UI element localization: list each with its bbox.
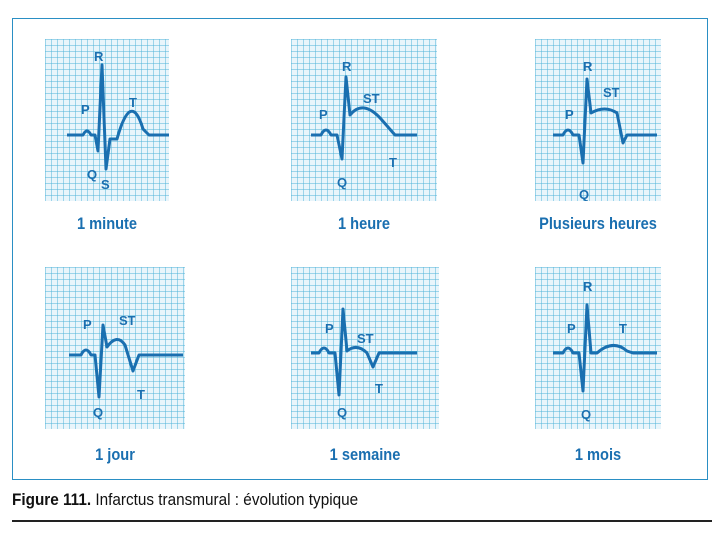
figure-number: Figure 111. [12,490,92,509]
wave-label-st: ST [119,313,136,328]
ecg-trace-plusieurs-heures: R P ST Q [535,39,661,201]
wave-label-s: S [101,177,110,192]
ecg-trace-1-heure: R P ST Q T [291,39,437,201]
wave-label-p: P [567,321,576,336]
wave-label-r: R [583,59,593,74]
figure-caption: Figure 111. Infarctus transmural : évolu… [12,490,358,510]
wave-label-q: Q [581,407,591,422]
figure-title: Infarctus transmural : évolution typique [95,490,359,509]
wave-label-p: P [325,321,334,336]
wave-label-r: R [342,59,352,74]
wave-label-p: P [83,317,92,332]
wave-label-q: Q [337,405,347,420]
ecg-trace-1-mois: R P T Q [535,267,661,429]
wave-label-q: Q [87,167,97,182]
panel-caption: 1 semaine [329,445,401,464]
wave-label-t: T [129,95,137,110]
ecg-trace-1-semaine: P ST Q T [291,267,439,429]
ecg-trace-1-jour: P ST Q T [45,267,185,429]
panel-caption: 1 heure [337,214,391,233]
wave-label-q: Q [337,175,347,190]
panel-caption: 1 jour [95,445,135,464]
wave-label-p: P [81,102,90,117]
panel-caption: Plusieurs heures [539,214,657,233]
caption-rule [12,520,712,522]
wave-label-p: P [565,107,574,122]
wave-label-t: T [619,321,627,336]
wave-label-st: ST [603,85,620,100]
wave-label-t: T [389,155,397,170]
wave-label-t: T [375,381,383,396]
wave-label-p: P [319,107,328,122]
wave-label-r: R [94,49,104,64]
wave-label-st: ST [357,331,374,346]
wave-label-r: R [583,279,593,294]
ecg-trace-1-minute: R P T Q S [45,39,169,201]
figure-frame: R P T Q S 1 minute R P ST Q T 1 heure R … [12,18,708,480]
panel-caption: 1 minute [76,214,138,233]
wave-label-q: Q [579,187,589,201]
wave-label-t: T [137,387,145,402]
panel-caption: 1 mois [574,445,622,464]
wave-label-st: ST [363,91,380,106]
wave-label-q: Q [93,405,103,420]
